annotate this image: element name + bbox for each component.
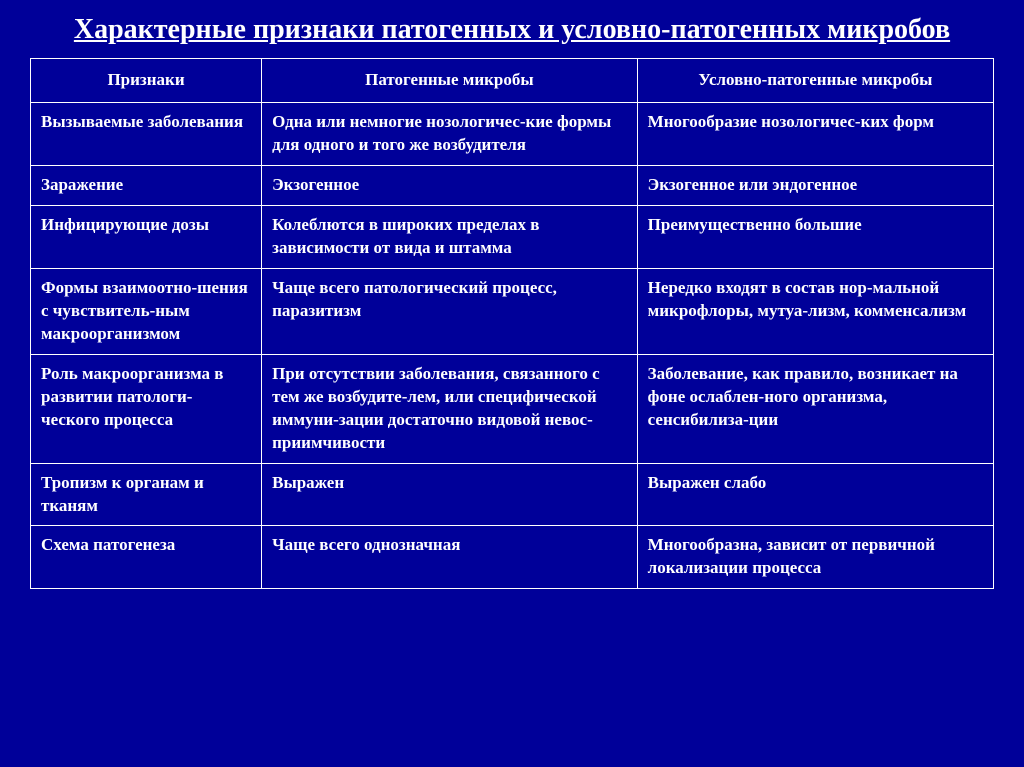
comparison-table: Признаки Патогенные микробы Условно-пато… <box>30 58 994 589</box>
cell-sign: Схема патогенеза <box>31 526 262 589</box>
cell-conditional: Преимущественно большие <box>637 206 993 269</box>
cell-conditional: Многообразие нозологичес-ких форм <box>637 103 993 166</box>
table-row: Инфицирующие дозы Колеблются в широких п… <box>31 206 994 269</box>
cell-pathogenic: Экзогенное <box>262 166 638 206</box>
cell-conditional: Нередко входят в состав нор-мальной микр… <box>637 269 993 355</box>
table-row: Тропизм к органам и тканям Выражен Выраж… <box>31 463 994 526</box>
header-pathogenic: Патогенные микробы <box>262 59 638 103</box>
cell-conditional: Многообразна, зависит от первичной локал… <box>637 526 993 589</box>
table-row: Схема патогенеза Чаще всего однозначная … <box>31 526 994 589</box>
table-row: Заражение Экзогенное Экзогенное или эндо… <box>31 166 994 206</box>
cell-sign: Вызываемые заболевания <box>31 103 262 166</box>
cell-pathogenic: Колеблются в широких пределах в зависимо… <box>262 206 638 269</box>
cell-conditional: Выражен слабо <box>637 463 993 526</box>
cell-sign: Заражение <box>31 166 262 206</box>
cell-pathogenic: Выражен <box>262 463 638 526</box>
cell-sign: Тропизм к органам и тканям <box>31 463 262 526</box>
cell-sign: Инфицирующие дозы <box>31 206 262 269</box>
cell-pathogenic: При отсутствии заболевания, связанного с… <box>262 354 638 463</box>
page-title: Характерные признаки патогенных и условн… <box>30 12 994 48</box>
cell-pathogenic: Одна или немногие нозологичес-кие формы … <box>262 103 638 166</box>
header-conditionally-pathogenic: Условно-патогенные микробы <box>637 59 993 103</box>
cell-sign: Роль макроорганизма в развитии патологи-… <box>31 354 262 463</box>
cell-pathogenic: Чаще всего патологический процесс, параз… <box>262 269 638 355</box>
cell-pathogenic: Чаще всего однозначная <box>262 526 638 589</box>
header-signs: Признаки <box>31 59 262 103</box>
cell-conditional: Экзогенное или эндогенное <box>637 166 993 206</box>
table-header-row: Признаки Патогенные микробы Условно-пато… <box>31 59 994 103</box>
table-row: Вызываемые заболевания Одна или немногие… <box>31 103 994 166</box>
table-row: Формы взаимоотно-шения с чувствитель-ным… <box>31 269 994 355</box>
cell-conditional: Заболевание, как правило, возникает на ф… <box>637 354 993 463</box>
cell-sign: Формы взаимоотно-шения с чувствитель-ным… <box>31 269 262 355</box>
table-row: Роль макроорганизма в развитии патологи-… <box>31 354 994 463</box>
